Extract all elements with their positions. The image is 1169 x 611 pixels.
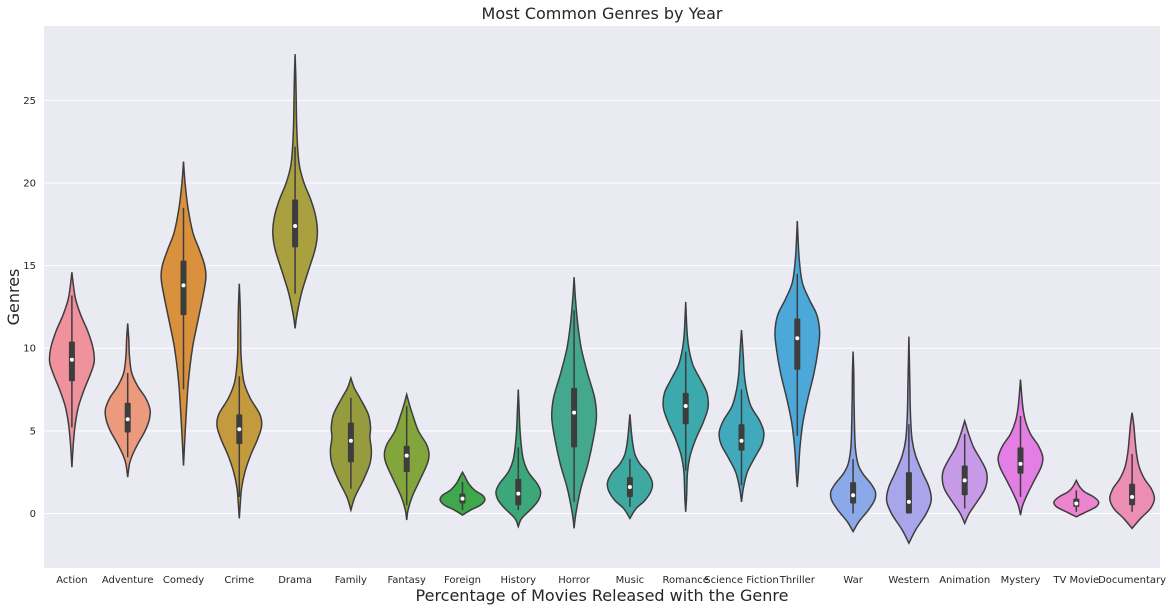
x-tick-label: Family bbox=[335, 575, 367, 586]
violin-iqr-box bbox=[571, 387, 578, 448]
x-tick-label: Western bbox=[888, 575, 929, 586]
y-tick-label: 10 bbox=[23, 344, 36, 355]
y-tick-label: 20 bbox=[23, 178, 36, 189]
violin-war bbox=[829, 351, 877, 534]
violin-median bbox=[181, 283, 186, 288]
x-tick-label: Comedy bbox=[163, 575, 204, 586]
violin-iqr-box bbox=[794, 318, 801, 370]
y-axis-label: Genres bbox=[4, 269, 23, 326]
violins bbox=[48, 54, 1156, 545]
violin-median bbox=[125, 417, 130, 422]
x-tick-label: Thriller bbox=[779, 575, 816, 586]
x-tick-label: Drama bbox=[278, 575, 312, 586]
violin-median bbox=[572, 410, 577, 415]
chart-title: Most Common Genres by Year bbox=[482, 4, 723, 23]
x-axis-ticks: Action Adventure Comedy Crime Drama Family Fan… bbox=[56, 575, 1166, 586]
x-tick-label: Mystery bbox=[1001, 575, 1041, 586]
violin-median bbox=[237, 427, 242, 432]
violin-iqr-box bbox=[738, 424, 745, 451]
x-tick-label: Science Fiction bbox=[704, 575, 778, 586]
violin-median bbox=[1074, 501, 1079, 506]
violin-median bbox=[739, 438, 744, 443]
y-axis-ticks: 0 5 10 15 20 25 bbox=[23, 96, 36, 520]
violin-median bbox=[460, 496, 465, 501]
y-tick-label: 15 bbox=[23, 261, 36, 272]
violin-median bbox=[906, 499, 911, 504]
x-tick-label: Horror bbox=[558, 575, 591, 586]
violin-median bbox=[348, 438, 353, 443]
violin-iqr-box bbox=[1129, 483, 1136, 506]
x-tick-label: Documentary bbox=[1098, 575, 1166, 586]
violin-median bbox=[69, 357, 74, 362]
plot-area bbox=[44, 26, 1160, 568]
violin-median bbox=[962, 478, 967, 483]
violin-median bbox=[627, 485, 632, 490]
violin-iqr-box bbox=[905, 472, 912, 514]
x-tick-label: Fantasy bbox=[387, 575, 426, 586]
violin-median bbox=[795, 336, 800, 341]
violin-iqr-box bbox=[403, 445, 410, 473]
violin-median bbox=[683, 404, 688, 409]
x-tick-label: War bbox=[843, 575, 863, 586]
violin-median bbox=[404, 453, 409, 458]
violin-median bbox=[851, 493, 856, 498]
violin-median bbox=[293, 223, 298, 228]
x-axis-label: Percentage of Movies Released with the G… bbox=[416, 586, 789, 605]
violin-iqr-box bbox=[1017, 447, 1024, 474]
violin-iqr-box bbox=[850, 482, 857, 504]
x-tick-label: Music bbox=[616, 575, 644, 586]
y-tick-label: 25 bbox=[23, 96, 36, 107]
x-tick-label: Adventure bbox=[102, 575, 154, 586]
violin-iqr-box bbox=[292, 199, 299, 248]
x-tick-label: Animation bbox=[939, 575, 990, 586]
x-tick-label: TV Movie bbox=[1052, 575, 1099, 586]
violin-iqr-box bbox=[682, 392, 689, 425]
x-tick-label: Foreign bbox=[444, 575, 481, 586]
y-tick-label: 0 bbox=[30, 509, 36, 520]
violin-median bbox=[516, 491, 521, 496]
x-tick-label: History bbox=[501, 575, 537, 586]
violin-median bbox=[1130, 494, 1135, 499]
y-tick-label: 5 bbox=[30, 426, 36, 437]
x-tick-label: Crime bbox=[224, 575, 254, 586]
x-tick-label: Action bbox=[56, 575, 87, 586]
violin-iqr-box bbox=[180, 260, 187, 316]
violin-median bbox=[1018, 461, 1023, 466]
x-tick-label: Romance bbox=[662, 575, 708, 586]
